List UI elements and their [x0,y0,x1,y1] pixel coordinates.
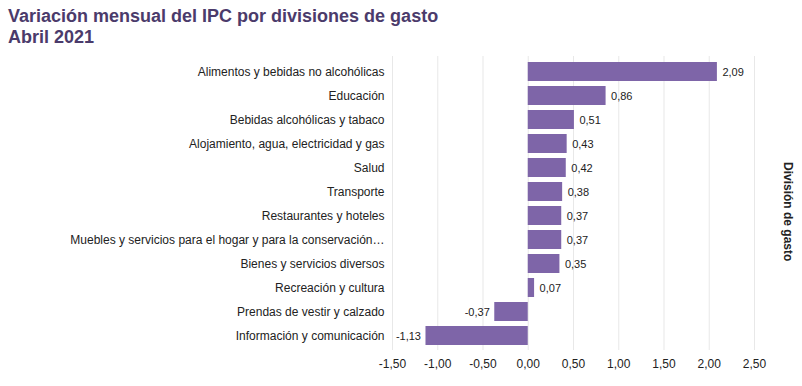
svg-text:0,38: 0,38 [568,186,589,198]
svg-text:0,51: 0,51 [579,114,600,126]
html-text:División de gasto: División de gasto [781,162,795,262]
svg-text:Bienes y servicios diversos: Bienes y servicios diversos [240,257,384,271]
svg-text:0,37: 0,37 [567,234,588,246]
svg-text:Información y comunicación: Información y comunicación [236,329,385,343]
svg-text:Educación: Educación [328,89,384,103]
svg-text:Alimentos y bebidas no alcohól: Alimentos y bebidas no alcohólicas [198,65,385,79]
html-text:Variación mensual del IPC por: Variación mensual del IPC por divisiones… [8,6,439,26]
svg-text:Recreación y cultura: Recreación y cultura [275,281,385,295]
svg-text:2,00: 2,00 [698,357,722,371]
svg-text:0,07: 0,07 [540,282,561,294]
svg-text:-1,00: -1,00 [424,357,452,371]
svg-text:-1,50: -1,50 [379,357,407,371]
svg-text:-1,13: -1,13 [396,330,421,342]
svg-text:1,50: 1,50 [652,357,676,371]
svg-text:0,35: 0,35 [565,258,586,270]
svg-text:2,09: 2,09 [722,66,743,78]
svg-text:0,43: 0,43 [572,138,593,150]
svg-text:-0,50: -0,50 [469,357,497,371]
svg-text:0,86: 0,86 [611,90,632,102]
svg-text:Prendas de vestir y calzado: Prendas de vestir y calzado [237,305,385,319]
svg-text:Salud: Salud [354,161,385,175]
svg-text:Transporte: Transporte [327,185,385,199]
svg-text:Bebidas alcohólicas y tabaco: Bebidas alcohólicas y tabaco [230,113,385,127]
svg-text:Muebles y servicios para el ho: Muebles y servicios para el hogar y para… [70,233,384,247]
svg-text:0,37: 0,37 [567,210,588,222]
html-text:Abril 2021: Abril 2021 [8,27,94,47]
svg-text:Alojamiento, agua, electricida: Alojamiento, agua, electricidad y gas [189,137,384,151]
svg-text:1,00: 1,00 [607,357,631,371]
svg-text:0,42: 0,42 [571,162,592,174]
svg-text:-0,37: -0,37 [465,306,490,318]
svg-text:2,50: 2,50 [743,357,767,371]
svg-text:0,00: 0,00 [517,357,541,371]
svg-text:Restaurantes y hoteles: Restaurantes y hoteles [262,209,385,223]
svg-text:0,50: 0,50 [562,357,586,371]
